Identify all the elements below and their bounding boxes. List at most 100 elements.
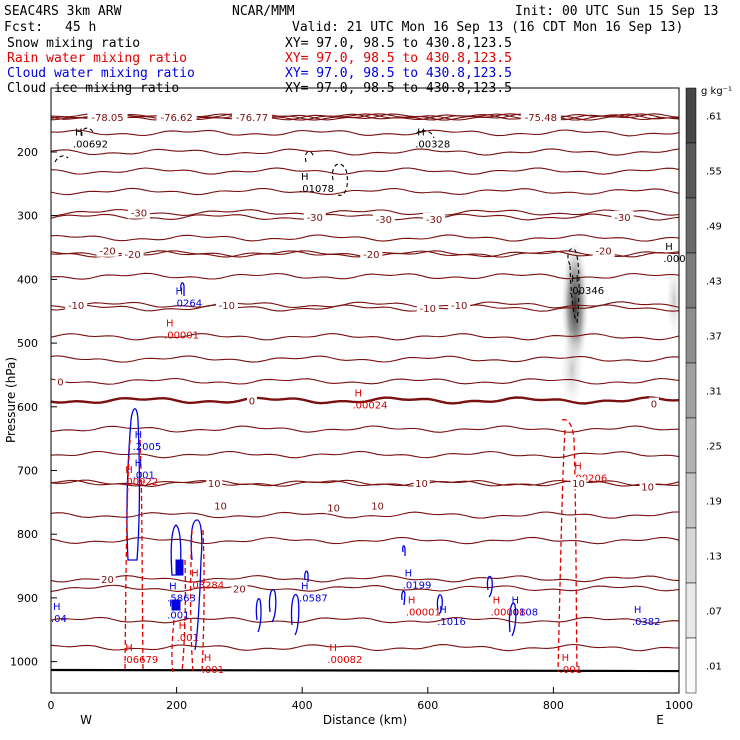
- temperature-label-text: 0: [57, 377, 63, 388]
- extremum-h: H: [301, 581, 309, 592]
- extremum-h: H: [191, 569, 199, 580]
- colorbar-label: .13: [706, 552, 722, 563]
- temperature-label-bg: [325, 501, 342, 514]
- temperature-label-bg: [639, 480, 656, 493]
- temperature-contour-label: -75.48: [520, 110, 561, 124]
- plot-area: H.00692H.01078H.00328H.00346H.000H.0264H…: [10, 87, 693, 712]
- colorbar: .61 .55 .49 .43 .37 .31 .25 .19 .13 .07 .01 g kg⁻¹: [685, 86, 732, 694]
- colorbar-label: .43: [706, 277, 722, 288]
- temperature-label-bg: [520, 110, 561, 123]
- temperature-contour-label: -76.77: [231, 110, 272, 124]
- snow-contour: [81, 127, 95, 137]
- temperature-label-text: 10: [641, 482, 654, 493]
- temperature-label-bg: [156, 110, 197, 123]
- extremum-h: H: [125, 465, 133, 476]
- fcst-value: 45 h: [65, 20, 96, 35]
- extremum-value: .03284: [189, 581, 224, 592]
- extremum-value: .00001: [164, 330, 199, 341]
- cloudwater-contour: [180, 282, 185, 296]
- extremum-h: H: [204, 653, 212, 664]
- colorbar-swatch: [685, 362, 697, 419]
- extremum-marker: H.03284: [189, 569, 224, 592]
- temperature-label-bg: [448, 298, 471, 311]
- extremum-value: .0108: [509, 607, 538, 618]
- init-time: Init: 00 UTC Sun 15 Sep 13: [515, 4, 719, 19]
- temperature-contour-label: 10: [639, 480, 656, 493]
- extremum-marker: H.0587: [299, 581, 328, 604]
- extremum-h: H: [179, 621, 187, 632]
- temperature-contour-line: [51, 301, 679, 309]
- x-axis-label: Distance (km): [323, 713, 407, 727]
- temperature-label-bg: [65, 298, 88, 311]
- extremum-value: .0264: [173, 299, 202, 310]
- cloudwater-contour: [268, 589, 277, 623]
- extremum-h: H: [125, 643, 133, 654]
- snow-contour: [54, 155, 69, 163]
- temperature-contour-line: [51, 272, 679, 280]
- cloudwater-contour: [175, 559, 184, 576]
- temperature-contour-line: [51, 643, 679, 652]
- temperature-contour-label: -20: [592, 244, 615, 258]
- temperature-contour-label: 0: [55, 375, 66, 388]
- temperature-label-text: -30: [131, 209, 147, 220]
- plot-frame: [50, 87, 680, 694]
- field-cloudwater-name: Cloud water mixing ratio: [7, 66, 195, 81]
- extremum-h: H: [634, 605, 642, 616]
- temperature-contour-label: 10: [369, 499, 386, 513]
- temperature-label-text: 10: [371, 502, 384, 513]
- extremum-h: H: [329, 643, 337, 654]
- temperature-contour-label: 10: [206, 477, 223, 490]
- temperature-label-text: 0: [249, 396, 255, 407]
- snow-contour: [567, 248, 580, 324]
- extremum-marker: H.001: [202, 653, 224, 676]
- extremum-marker: H.000: [663, 242, 685, 265]
- rain-contour: [189, 529, 205, 673]
- temperature-contour-label: -30: [423, 212, 446, 226]
- valid-time: Valid: 21 UTC Mon 16 Sep 13 (16 CDT Mon …: [292, 20, 683, 35]
- temperature-contour-label: -30: [611, 210, 634, 224]
- temperature-label-bg: [99, 572, 116, 585]
- extremum-value: .000: [663, 254, 685, 265]
- rain-contour: [124, 439, 144, 671]
- temperature-contour-line: [51, 208, 679, 217]
- y-tick-label: 800: [17, 528, 38, 541]
- rain-contour: [171, 559, 187, 673]
- temperature-label-text: -75.48: [525, 113, 557, 124]
- extremum-h: H: [665, 242, 673, 253]
- extremum-marker: H.06679: [123, 643, 158, 666]
- colorbar-label: .55: [706, 167, 722, 178]
- temperature-label-bg: [570, 477, 587, 490]
- temperature-label-bg: [648, 397, 659, 410]
- extremum-value: .00008: [491, 607, 526, 618]
- cloudwater-contour: [171, 599, 181, 611]
- extremum-marker: H.001: [133, 459, 155, 482]
- field-cloudwater-xy: XY= 97.0, 98.5 to 430.8,123.5: [285, 66, 512, 81]
- extremum-value: .00692: [73, 139, 108, 150]
- extremum-h: H: [511, 595, 519, 606]
- cloudwater-contour: [190, 519, 203, 651]
- temperature-contour-line: [51, 396, 679, 405]
- temperature-label-bg: [369, 499, 386, 512]
- extremum-value: .00082: [327, 655, 362, 666]
- temperature-label-text: -76.77: [236, 113, 268, 124]
- extrema-labels: H.00692H.01078H.00328H.00346H.000H.0264H…: [51, 127, 686, 676]
- model-title: SEAC4RS 3km ARW: [4, 4, 122, 19]
- temperature-contour-line: [51, 213, 679, 221]
- temperature-contour-label: -30: [372, 212, 395, 226]
- x-tick-label: 800: [543, 699, 564, 712]
- colorbar-swatch: [685, 87, 697, 144]
- extremum-value: .00346: [569, 286, 604, 297]
- y-tick-label: 1000: [10, 656, 38, 669]
- temperature-contour-label: -78.05: [87, 110, 128, 124]
- colorbar-unit: g kg⁻¹: [701, 86, 732, 97]
- y-tick-label: 200: [17, 146, 38, 159]
- temperature-label-text: 20: [101, 575, 114, 586]
- extremum-value: .1016: [437, 617, 466, 628]
- colorbar-label: .31: [706, 387, 722, 398]
- extremum-h: H: [135, 430, 143, 441]
- colorbar-label: .25: [706, 442, 722, 453]
- hydrometeor-contours: [54, 127, 580, 673]
- temperature-contour-line: [51, 536, 679, 545]
- temperature-contour-line: [51, 425, 679, 433]
- snow-contour: [304, 151, 348, 196]
